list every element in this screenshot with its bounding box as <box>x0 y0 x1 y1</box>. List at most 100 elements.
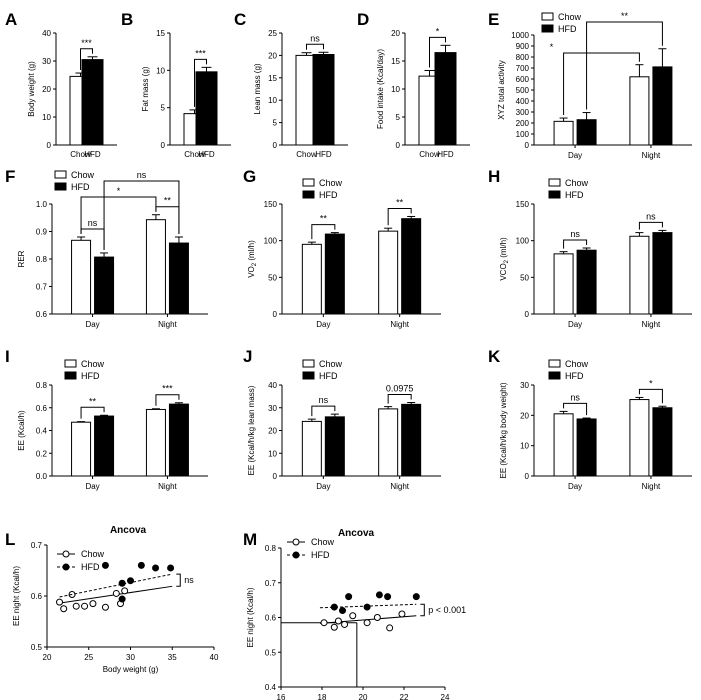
y-axis-label: Lean mass (g) <box>253 63 262 114</box>
bar <box>652 232 673 315</box>
x-tick-label: Day <box>568 482 582 491</box>
y-axis-label: Food intake (Kcal/day) <box>376 49 385 129</box>
significance-bracket <box>311 224 336 240</box>
y-axis-label: EE night (Kcal/h) <box>12 566 21 626</box>
bar <box>553 413 574 477</box>
legend-label: Chow <box>81 549 105 559</box>
y-tick-label: 0 <box>525 141 530 150</box>
y-tick-label: 0 <box>47 141 52 150</box>
panel-i: I 0.0 0.2 0.4 0.6 0.8 EE (Kcal/h) Day Night Chow H… <box>5 347 208 491</box>
legend-swatch <box>54 182 67 191</box>
y-tick-label: 30 <box>520 381 529 390</box>
bar <box>168 242 189 315</box>
y-tick-label: 800 <box>516 53 530 62</box>
y-tick-label: 0 <box>273 472 278 481</box>
x-tick-label: Day <box>85 482 99 491</box>
y-tick-label: 100 <box>516 237 530 246</box>
legend-label: Chow <box>311 537 335 547</box>
x-tick-label: Day <box>568 151 582 160</box>
panel-k: K 0 10 20 30 EE (Kcal/h/kg body weight) Day Nig… <box>488 347 692 491</box>
data-point <box>384 593 392 601</box>
data-point <box>118 579 126 587</box>
bar <box>378 230 399 315</box>
panel-m: M 0.4 0.5 0.6 0.7 0.8 EE night (Kcal/h) 16 18 20 2… <box>243 528 466 700</box>
y-tick-label: 40 <box>268 381 277 390</box>
panel-label: G <box>243 167 256 186</box>
data-point <box>375 591 383 599</box>
bar <box>576 249 597 315</box>
x-tick-label: Night <box>390 482 409 491</box>
y-tick-label: 10 <box>520 442 529 451</box>
y-axis-label: EE night (Kcal/h) <box>246 587 255 647</box>
legend-marker <box>292 538 300 546</box>
significance-label: * <box>117 186 121 196</box>
x-tick-label: 40 <box>210 653 219 662</box>
data-point <box>345 593 353 601</box>
data-point <box>339 607 346 615</box>
x-tick-label: 35 <box>168 653 177 662</box>
y-tick-label: 150 <box>264 200 278 209</box>
bar <box>434 52 457 146</box>
data-point <box>167 564 175 572</box>
x-tick-label: Night <box>390 320 409 329</box>
x-tick-label: Chow <box>184 150 205 159</box>
legend-swatch <box>302 190 315 199</box>
x-tick-label: Day <box>316 320 330 329</box>
y-tick-label: 0.7 <box>265 579 277 588</box>
significance-bracket <box>387 207 412 226</box>
x-tick-label: HFD <box>198 150 215 159</box>
x-tick-label: 24 <box>441 693 450 700</box>
bar <box>312 54 335 146</box>
panel-label: M <box>243 530 257 549</box>
data-point <box>72 602 80 610</box>
bar <box>145 408 166 477</box>
data-point <box>341 620 349 628</box>
data-point <box>60 605 68 613</box>
panel-label: K <box>488 347 501 366</box>
data-point <box>386 624 394 632</box>
bar <box>629 76 650 146</box>
significance-bracket <box>586 21 663 110</box>
y-tick-label: 400 <box>516 97 530 106</box>
y-tick-label: 10 <box>156 66 165 75</box>
y-tick-label: 600 <box>516 75 530 84</box>
bar <box>324 233 345 315</box>
significance-label: ns <box>570 392 580 402</box>
bar <box>553 120 574 146</box>
bar <box>81 59 104 146</box>
bar <box>145 219 166 315</box>
y-tick-label: 900 <box>516 42 530 51</box>
y-tick-label: 10 <box>391 85 400 94</box>
y-tick-label: 0.5 <box>265 648 277 657</box>
significance-label: ns <box>137 170 147 180</box>
legend-swatch <box>548 371 561 380</box>
bar <box>301 243 322 315</box>
significance-bracket <box>563 239 588 249</box>
x-tick-label: Day <box>85 320 99 329</box>
significance-bracket <box>429 36 446 68</box>
x-tick-label: Day <box>316 482 330 491</box>
y-tick-label: 1.0 <box>36 200 48 209</box>
significance-label: ** <box>396 197 404 207</box>
significance-label: ns <box>310 33 320 43</box>
x-tick-label: Night <box>642 320 661 329</box>
significance-bracket <box>638 388 663 404</box>
legend-label: Chow <box>71 170 95 180</box>
legend-label: HFD <box>71 182 90 192</box>
legend-swatch <box>302 359 315 368</box>
bar <box>324 416 345 477</box>
significance-label: ns <box>319 395 329 405</box>
legend-swatch <box>548 359 561 368</box>
y-tick-label: 0 <box>525 472 530 481</box>
x-tick-label: Chow <box>70 150 91 159</box>
bar <box>71 239 92 315</box>
legend-label: Chow <box>319 178 343 188</box>
fit-line <box>59 573 173 598</box>
y-tick-label: 20 <box>520 411 529 420</box>
bar <box>576 418 597 477</box>
data-point <box>118 595 126 603</box>
y-tick-label: 0.8 <box>265 544 277 553</box>
